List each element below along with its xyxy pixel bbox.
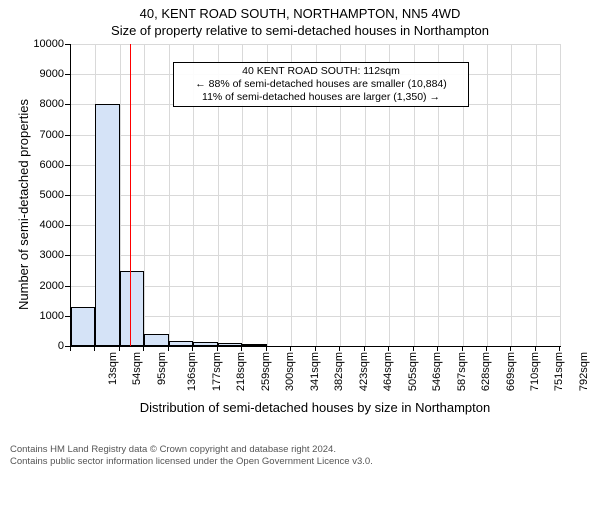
- page-title-line2: Size of property relative to semi-detach…: [0, 23, 600, 38]
- footer-line1: Contains HM Land Registry data © Crown c…: [10, 444, 590, 456]
- histogram-bar: [95, 104, 119, 346]
- x-tick-mark: [119, 346, 120, 351]
- histogram-bar: [242, 344, 266, 346]
- x-tick-mark: [510, 346, 511, 351]
- histogram-bar: [144, 334, 168, 346]
- x-tick-mark: [168, 346, 169, 351]
- y-tick-label: 7000: [0, 129, 64, 141]
- x-axis-label: Distribution of semi-detached houses by …: [70, 400, 560, 415]
- y-tick-label: 2000: [0, 280, 64, 292]
- x-tick-mark: [559, 346, 560, 351]
- x-tick-mark: [70, 346, 71, 351]
- x-tick-label: 546sqm: [431, 352, 443, 391]
- gridline-v: [536, 44, 537, 346]
- gridline-v: [560, 44, 561, 346]
- page-title-line1: 40, KENT ROAD SOUTH, NORTHAMPTON, NN5 4W…: [0, 6, 600, 21]
- histogram-bar: [71, 307, 95, 346]
- y-tick-label: 6000: [0, 159, 64, 171]
- x-tick-mark: [437, 346, 438, 351]
- x-tick-mark: [462, 346, 463, 351]
- y-tick-label: 9000: [0, 68, 64, 80]
- gridline-v: [144, 44, 145, 346]
- x-tick-mark: [413, 346, 414, 351]
- x-tick-label: 710sqm: [529, 352, 541, 391]
- x-tick-label: 300sqm: [284, 352, 296, 391]
- gridline-v: [511, 44, 512, 346]
- x-tick-label: 505sqm: [407, 352, 419, 391]
- x-tick-mark: [143, 346, 144, 351]
- chart-container: Number of semi-detached properties 01000…: [0, 38, 600, 438]
- annotation-line3: 11% of semi-detached houses are larger (…: [178, 91, 464, 104]
- histogram-bar: [218, 343, 242, 346]
- x-tick-label: 792sqm: [578, 352, 590, 391]
- x-tick-label: 54sqm: [132, 352, 144, 385]
- x-tick-label: 751sqm: [554, 352, 566, 391]
- annotation-box: 40 KENT ROAD SOUTH: 112sqm ← 88% of semi…: [173, 62, 469, 107]
- gridline-v: [169, 44, 170, 346]
- x-tick-mark: [290, 346, 291, 351]
- x-tick-label: 95sqm: [156, 352, 168, 385]
- y-tick-label: 4000: [0, 219, 64, 231]
- y-tick-label: 3000: [0, 249, 64, 261]
- histogram-bar: [169, 341, 193, 346]
- footer-attribution: Contains HM Land Registry data © Crown c…: [10, 444, 590, 468]
- annotation-line2: ← 88% of semi-detached houses are smalle…: [178, 78, 464, 91]
- x-tick-mark: [94, 346, 95, 351]
- histogram-bar: [193, 342, 217, 346]
- x-tick-label: 464sqm: [382, 352, 394, 391]
- x-tick-mark: [241, 346, 242, 351]
- x-tick-label: 13sqm: [107, 352, 119, 385]
- gridline-v: [487, 44, 488, 346]
- x-tick-label: 628sqm: [480, 352, 492, 391]
- x-tick-mark: [315, 346, 316, 351]
- y-tick-label: 0: [0, 340, 64, 352]
- y-tick-label: 1000: [0, 310, 64, 322]
- x-tick-label: 587sqm: [456, 352, 468, 391]
- x-tick-mark: [266, 346, 267, 351]
- x-tick-mark: [486, 346, 487, 351]
- x-tick-label: 218sqm: [235, 352, 247, 391]
- x-tick-mark: [217, 346, 218, 351]
- x-tick-label: 423sqm: [358, 352, 370, 391]
- x-tick-label: 259sqm: [260, 352, 272, 391]
- histogram-bar: [120, 271, 144, 347]
- footer-line2: Contains public sector information licen…: [10, 456, 590, 468]
- reference-marker-line: [130, 44, 131, 346]
- annotation-line1: 40 KENT ROAD SOUTH: 112sqm: [178, 65, 464, 78]
- x-tick-mark: [364, 346, 365, 351]
- plot-area: 40 KENT ROAD SOUTH: 112sqm ← 88% of semi…: [70, 44, 561, 347]
- x-tick-label: 177sqm: [211, 352, 223, 391]
- x-tick-mark: [339, 346, 340, 351]
- y-tick-label: 5000: [0, 189, 64, 201]
- x-tick-label: 136sqm: [187, 352, 199, 391]
- x-tick-mark: [192, 346, 193, 351]
- x-tick-label: 382sqm: [333, 352, 345, 391]
- x-tick-label: 669sqm: [505, 352, 517, 391]
- y-tick-label: 10000: [0, 38, 64, 50]
- x-tick-mark: [535, 346, 536, 351]
- y-tick-label: 8000: [0, 98, 64, 110]
- x-tick-mark: [388, 346, 389, 351]
- x-tick-label: 341sqm: [309, 352, 321, 391]
